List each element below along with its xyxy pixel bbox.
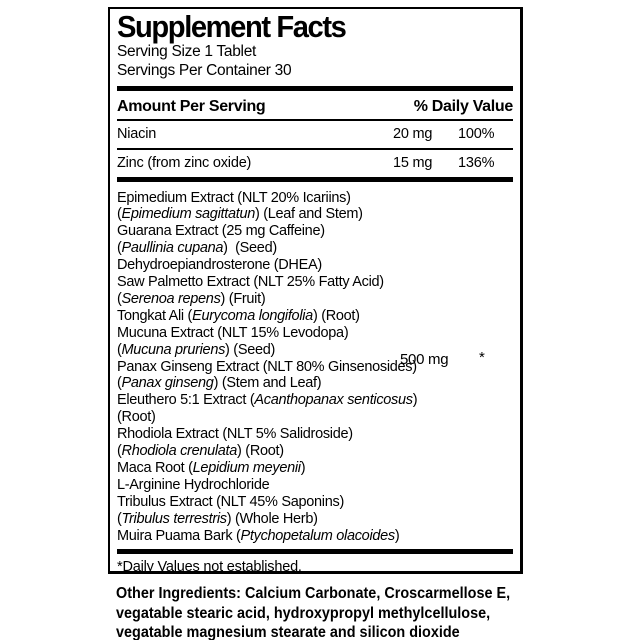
ingredient-text: Panax Ginseng Extract (NLT 80% Ginsenosi… [117, 358, 417, 375]
ingredient-text: Mucuna Extract (NLT 15% Levodopa) [117, 324, 349, 341]
botanical-name: Eurycoma longifolia [192, 307, 313, 324]
ingredient-text: Tribulus Extract (NLT 45% Saponins) [117, 493, 344, 510]
column-header-row: Amount Per Serving % Daily Value [117, 91, 513, 119]
thick-divider [117, 548, 513, 554]
botanical-name: Epimedium sagittatun [121, 206, 256, 223]
header-divider [117, 119, 513, 121]
nutrient-daily-value: 100% [458, 126, 495, 142]
ingredient-text: ) (Root) [312, 307, 360, 324]
ingredient-text: Guarana Extract (25 mg Caffeine) [117, 223, 325, 240]
blend-ingredient-line: Dehydroepiandrosterone (DHEA) [117, 257, 513, 274]
panel-title: Supplement Facts [117, 9, 347, 44]
ingredient-text: Eleuthero 5:1 Extract ( [117, 392, 255, 409]
nutrient-amount: 15 mg [393, 154, 433, 171]
serving-size: Serving Size 1 Tablet [117, 43, 257, 60]
botanical-name: Lepidium meyenii [192, 460, 301, 476]
ingredient-text: ( [117, 341, 122, 358]
blend-ingredient-line: Tongkat Ali (Eurycoma longifolia) (Root) [117, 308, 513, 325]
other-ingredients-line: vegatable magnesium stearate and silicon… [116, 624, 460, 640]
blend-ingredient-line: Eleuthero 5:1 Extract (Acanthopanax sent… [117, 392, 513, 409]
blend-ingredient-line: Muira Puama Bark (Ptychopetalum olacoide… [117, 528, 513, 545]
nutrient-row: Niacin 20 mg 100% [117, 121, 513, 148]
blend-ingredient-line: (Rhodiola crenulata) (Root) [117, 443, 513, 460]
ingredient-text: ) (Root) [237, 443, 284, 460]
other-ingredients: Other Ingredients: Calcium Carbonate, Cr… [116, 584, 562, 640]
amount-per-serving-header: Amount Per Serving [117, 98, 266, 115]
ingredient-text: ( [117, 375, 122, 392]
botanical-name: Rhodiola crenulata [121, 443, 238, 460]
botanical-name: Ptychopetalum olacoides [240, 527, 396, 544]
blend-ingredient-line: Panax Ginseng Extract (NLT 80% Ginsenosi… [117, 359, 513, 376]
ingredient-text: ) (Leaf and Stem) [254, 206, 363, 223]
ingredient-text: ( [117, 206, 122, 223]
nutrient-amount: 20 mg [393, 126, 433, 142]
botanical-name: Mucuna pruriens [121, 341, 226, 358]
nutrient-name: Zinc (from zinc oxide) [117, 154, 252, 171]
ingredient-text: ) (Seed) [225, 341, 276, 358]
ingredient-text: Epimedium Extract (NLT 20% Icariins) [117, 189, 351, 206]
botanical-name: Panax ginseng [121, 375, 214, 392]
ingredient-text: (Root) [117, 409, 156, 426]
ingredient-text: Dehydroepiandrosterone (DHEA) [117, 257, 322, 274]
blend-amount: 500 mg [400, 350, 449, 368]
blend-ingredient-line: (Mucuna pruriens) (Seed) [117, 342, 513, 359]
blend-ingredient-line: Guarana Extract (25 mg Caffeine) [117, 223, 513, 240]
blend-ingredient-line: Mucuna Extract (NLT 15% Levodopa) [117, 325, 513, 342]
ingredient-text: ( [117, 240, 122, 257]
blend-ingredient-line: Rhodiola Extract (NLT 5% Salidroside) [117, 426, 513, 443]
ingredient-text: ( [117, 290, 122, 307]
blend-ingredient-line: Saw Palmetto Extract (NLT 25% Fatty Acid… [117, 274, 513, 291]
ingredient-text: ) (Whole Herb) [226, 510, 318, 527]
ingredient-text: Tongkat Ali ( [117, 307, 193, 324]
blend-ingredient-line: Tribulus Extract (NLT 45% Saponins) [117, 494, 513, 511]
thick-divider [117, 86, 513, 91]
blend-ingredient-line: (Panax ginseng) (Stem and Leaf) [117, 375, 513, 392]
nutrient-rows: Niacin 20 mg 100% Zinc (from zinc oxide) 15 … [117, 121, 513, 177]
servings-per-container: Servings Per Container 30 [117, 62, 292, 79]
blend-ingredient-line: (Tribulus terrestris) (Whole Herb) [117, 511, 513, 528]
ingredient-text: ( [117, 443, 122, 460]
ingredient-text: ) (Seed) [223, 240, 277, 257]
thick-divider [117, 176, 513, 182]
ingredient-text: Maca Root ( [117, 460, 193, 476]
blend-ingredient-line: (Serenoa repens) (Fruit) [117, 291, 513, 308]
botanical-name: Serenoa repens [121, 290, 221, 307]
nutrient-daily-value: 136% [458, 154, 495, 171]
ingredient-text: ) [394, 527, 400, 544]
blend-ingredient-line: Epimedium Extract (NLT 20% Icariins) [117, 190, 513, 207]
botanical-name: Tribulus terrestris [121, 510, 228, 527]
ingredient-text: Muira Puama Bark ( [117, 527, 241, 544]
other-ingredients-line: vegatable stearic acid, hydroxypropyl me… [116, 604, 491, 622]
blend-ingredient-line: L-Arginine Hydrochloride [117, 477, 513, 494]
blend-daily-value-asterisk: * [479, 348, 485, 366]
blend-ingredient-line: (Root) [117, 409, 513, 426]
nutrient-row: Zinc (from zinc oxide) 15 mg 136% [117, 150, 513, 177]
nutrient-name: Niacin [117, 126, 157, 142]
blend-ingredient-line: (Epimedium sagittatun) (Leaf and Stem) [117, 206, 513, 223]
ingredient-text: Saw Palmetto Extract (NLT 25% Fatty Acid… [117, 274, 384, 291]
blend-ingredient-line: Maca Root (Lepidium meyenii) [117, 460, 513, 477]
daily-value-header: % Daily Value [413, 98, 514, 115]
ingredient-text: ) (Stem and Leaf) [213, 375, 322, 392]
proprietary-blend-section: 500 mg * Epimedium Extract (NLT 20% Icar… [117, 182, 513, 549]
row-divider [117, 148, 513, 150]
botanical-name: Acanthopanax senticosus [254, 392, 413, 409]
botanical-name: Paullinia cupana [121, 240, 224, 257]
ingredient-text: ) [300, 460, 306, 476]
ingredient-text: ) [412, 392, 418, 409]
ingredient-text: ( [117, 510, 122, 527]
ingredient-text: ) (Fruit) [220, 290, 266, 307]
other-ingredients-line: Other Ingredients: Calcium Carbonate, Cr… [116, 585, 511, 602]
daily-value-footnote: *Daily Values not established. [117, 558, 302, 574]
ingredient-text: L-Arginine Hydrochloride [117, 476, 270, 493]
blend-ingredient-line: (Paullinia cupana) (Seed) [117, 240, 513, 257]
supplement-facts-panel: Supplement Facts Serving Size 1 Tablet S… [108, 7, 523, 574]
ingredient-text: Rhodiola Extract (NLT 5% Salidroside) [117, 426, 353, 443]
